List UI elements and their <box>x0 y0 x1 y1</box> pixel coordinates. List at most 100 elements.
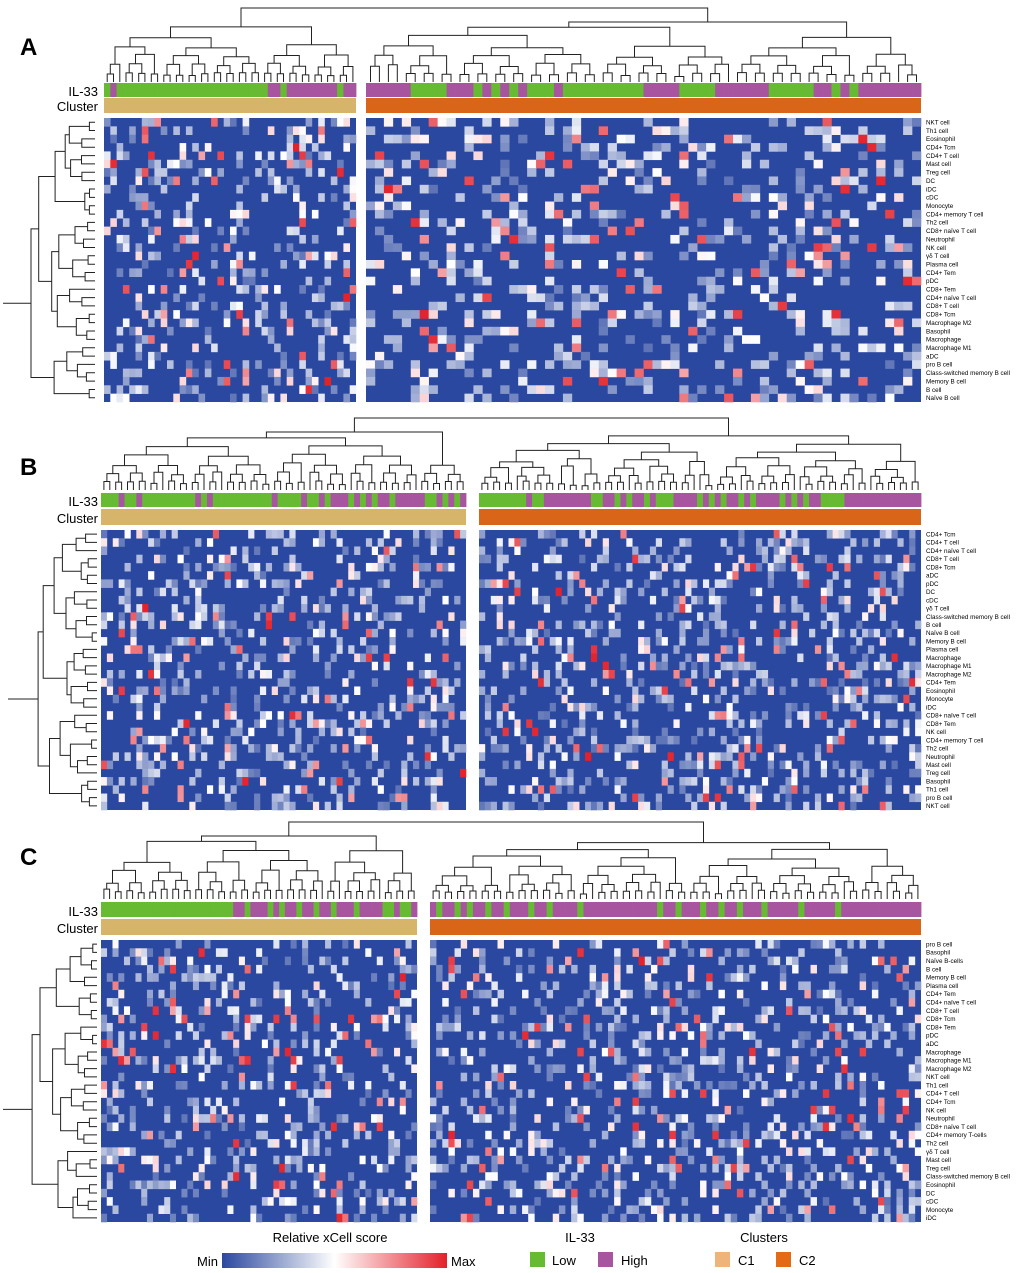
heatmap-cell <box>424 653 431 663</box>
il33-cell <box>571 83 582 97</box>
heatmap-cell <box>189 637 196 646</box>
heatmap-cell <box>583 1105 590 1115</box>
heatmap-cell <box>702 670 710 679</box>
heatmap-cell <box>175 1081 182 1090</box>
column-dendrogram-branch <box>617 481 624 490</box>
heatmap-cell <box>822 318 832 328</box>
heatmap-cell <box>856 793 863 803</box>
heatmap-cell <box>661 768 668 778</box>
heatmap-cell <box>859 1205 867 1214</box>
heatmap-cell <box>273 1180 280 1190</box>
heatmap-cell <box>712 1188 719 1198</box>
heatmap-cell <box>164 998 171 1007</box>
heatmap-cell <box>177 686 184 696</box>
il33-cell <box>914 902 922 917</box>
column-dendrogram-branch <box>264 889 271 899</box>
heatmap-cell <box>840 318 850 328</box>
heatmap-cell <box>673 604 680 613</box>
heatmap-cell <box>632 1014 639 1024</box>
heatmap-cell <box>349 184 357 194</box>
column-dendrogram-branch <box>535 62 555 76</box>
heatmap-cell <box>454 661 461 671</box>
column-dendrogram-branch <box>106 473 120 483</box>
heatmap-cell <box>160 285 168 294</box>
heatmap-cell <box>371 1213 378 1223</box>
heatmap-cell <box>259 719 267 728</box>
column-dendrogram-branch <box>481 482 489 490</box>
heatmap-cell <box>169 1213 176 1223</box>
heatmap-cell <box>442 678 449 687</box>
heatmap-cell <box>289 686 296 696</box>
heatmap-cell <box>655 637 662 646</box>
heatmap-cell <box>473 134 483 144</box>
heatmap-cell <box>359 1155 366 1165</box>
il33-cell <box>733 83 743 97</box>
il33-cell <box>828 902 836 917</box>
il33-cell <box>136 493 143 507</box>
heatmap-cell <box>508 694 515 704</box>
heatmap-cell <box>122 285 130 294</box>
heatmap-cell <box>413 554 420 564</box>
column-dendrogram-branch <box>410 65 430 74</box>
heatmap-cell <box>141 134 149 144</box>
heatmap-cell <box>405 1089 412 1098</box>
heatmap-cell <box>867 628 875 638</box>
heatmap-cell <box>720 645 727 654</box>
heatmap-cell <box>153 686 161 696</box>
heatmap-cell <box>479 1031 486 1040</box>
heatmap-cell <box>336 1064 343 1073</box>
heatmap-cell <box>571 1213 578 1223</box>
column-dendrogram-branch <box>129 472 143 482</box>
heatmap-cell <box>632 1122 639 1132</box>
il33-cell <box>116 83 124 97</box>
heatmap-cell <box>856 702 863 712</box>
heatmap-cell <box>607 1006 615 1015</box>
heatmap-cell <box>712 1056 719 1065</box>
il33-cell <box>755 902 762 917</box>
heatmap-cell <box>446 243 456 252</box>
heatmap-cell <box>602 686 609 696</box>
heatmap-cell <box>509 1006 517 1015</box>
heatmap-cell <box>430 752 437 761</box>
heatmap-cell <box>169 1064 176 1073</box>
heatmap-cell <box>657 1006 664 1015</box>
heatmap-cell <box>697 752 704 761</box>
heatmap-cell <box>687 1122 695 1132</box>
heatmap-cell <box>785 546 792 556</box>
heatmap-cell <box>430 546 437 556</box>
heatmap-cell <box>749 964 756 974</box>
il33-cell <box>785 902 793 917</box>
heatmap-cell <box>915 670 922 679</box>
heatmap-cell <box>885 243 895 252</box>
heatmap-cell <box>908 1022 916 1032</box>
heatmap-cell <box>908 1197 916 1206</box>
heatmap-cell <box>773 538 780 547</box>
heatmap-cell <box>343 368 350 378</box>
heatmap-cell <box>136 727 143 737</box>
heatmap-cell <box>890 1155 897 1165</box>
heatmap-cell <box>749 1047 756 1057</box>
heatmap-cell <box>626 744 633 753</box>
column-dendrogram-branch <box>892 890 900 899</box>
heatmap-cell <box>446 151 456 161</box>
il33-cell <box>632 902 640 917</box>
heatmap-cell <box>638 1213 646 1223</box>
heatmap-cell <box>479 1180 486 1190</box>
heatmap-cell <box>448 1147 455 1156</box>
heatmap-cell <box>224 571 231 580</box>
heatmap-cell <box>669 1139 676 1148</box>
heatmap-cell <box>518 234 528 244</box>
heatmap-cell <box>767 768 774 778</box>
heatmap-cell <box>330 587 337 597</box>
heatmap-cell <box>750 752 757 761</box>
heatmap-cell <box>123 1147 131 1156</box>
heatmap-cell <box>915 785 922 794</box>
heatmap-cell <box>785 711 792 720</box>
column-dendrogram-branch <box>383 45 434 56</box>
heatmap-cell <box>159 686 167 696</box>
heatmap-cell <box>307 1105 314 1115</box>
heatmap-cell <box>106 670 114 679</box>
heatmap-cell <box>657 1031 664 1040</box>
heatmap-cell <box>862 628 869 638</box>
heatmap-cell <box>261 1197 268 1206</box>
